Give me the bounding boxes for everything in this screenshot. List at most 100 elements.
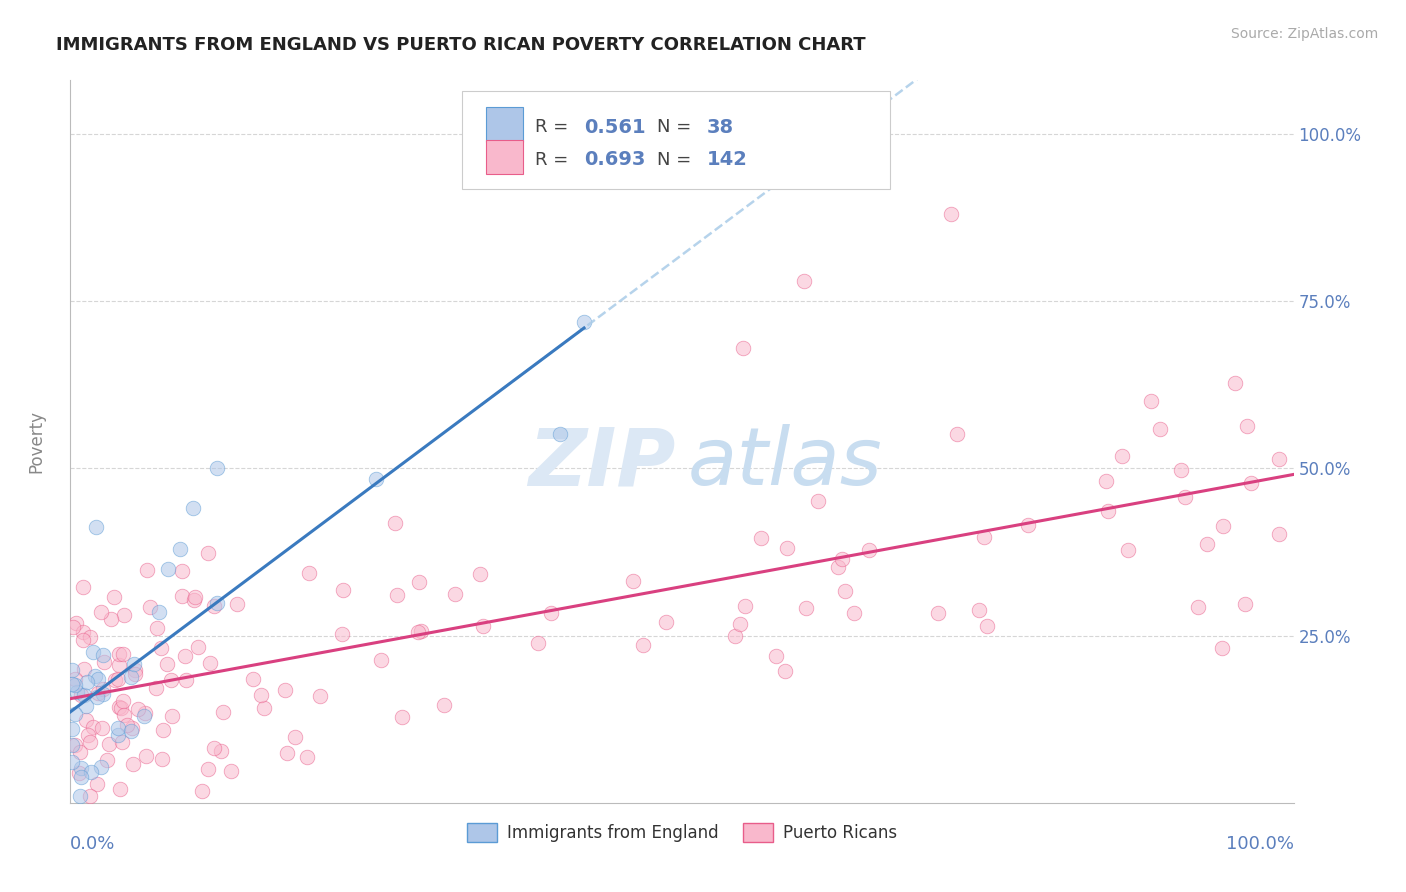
Point bbox=[63, 738, 86, 752]
FancyBboxPatch shape bbox=[461, 91, 890, 189]
Point bbox=[631, 638, 654, 652]
Point bbox=[111, 735, 134, 749]
Point bbox=[1149, 422, 1171, 436]
Point bbox=[1268, 451, 1291, 466]
Point bbox=[73, 688, 96, 702]
Point bbox=[145, 681, 167, 695]
Point bbox=[65, 678, 87, 692]
Point bbox=[90, 760, 112, 774]
Point bbox=[150, 752, 173, 766]
Point bbox=[387, 588, 409, 602]
Point bbox=[152, 723, 174, 738]
Point bbox=[273, 683, 295, 698]
Point bbox=[1170, 463, 1192, 477]
Point bbox=[976, 619, 998, 633]
Point bbox=[190, 784, 212, 798]
Point bbox=[468, 566, 491, 581]
Point bbox=[1111, 449, 1133, 463]
Point bbox=[69, 688, 91, 702]
Point bbox=[90, 721, 112, 735]
Point bbox=[134, 706, 156, 720]
Text: atlas: atlas bbox=[688, 425, 883, 502]
Point bbox=[406, 625, 429, 640]
Point bbox=[127, 702, 149, 716]
Point bbox=[108, 699, 131, 714]
Point bbox=[408, 574, 430, 589]
Point bbox=[91, 687, 114, 701]
Point bbox=[172, 565, 194, 579]
Point bbox=[60, 755, 83, 769]
FancyBboxPatch shape bbox=[486, 107, 523, 142]
Point bbox=[198, 656, 221, 670]
Point bbox=[96, 753, 118, 767]
Point bbox=[62, 738, 84, 752]
Text: 0.693: 0.693 bbox=[583, 150, 645, 169]
Point bbox=[86, 690, 108, 704]
Point bbox=[728, 616, 751, 631]
Text: 0.0%: 0.0% bbox=[70, 835, 115, 854]
Point bbox=[370, 652, 392, 666]
Point bbox=[1236, 419, 1258, 434]
Point bbox=[112, 607, 135, 622]
Point bbox=[176, 673, 198, 687]
Point bbox=[834, 584, 856, 599]
Point bbox=[117, 717, 139, 731]
Point bbox=[111, 647, 134, 661]
Point bbox=[209, 743, 232, 757]
Point bbox=[1097, 504, 1119, 518]
Point bbox=[205, 596, 228, 610]
Legend: Immigrants from England, Puerto Ricans: Immigrants from England, Puerto Ricans bbox=[460, 816, 904, 848]
Point bbox=[82, 720, 104, 734]
Point bbox=[945, 427, 967, 442]
Point bbox=[858, 543, 880, 558]
Point bbox=[121, 756, 143, 771]
Point bbox=[749, 531, 772, 545]
Point bbox=[409, 624, 432, 639]
Point bbox=[1094, 474, 1116, 488]
Point bbox=[1212, 518, 1234, 533]
Point bbox=[205, 461, 228, 475]
Point bbox=[124, 657, 146, 672]
Point bbox=[112, 694, 135, 708]
Point bbox=[1174, 490, 1197, 504]
Point bbox=[276, 746, 298, 760]
Point bbox=[174, 649, 197, 664]
Point bbox=[100, 612, 122, 626]
Text: N =: N = bbox=[658, 119, 697, 136]
Point bbox=[1017, 517, 1039, 532]
Point bbox=[527, 636, 550, 650]
Point bbox=[112, 708, 135, 723]
Point bbox=[91, 648, 114, 662]
Point bbox=[444, 586, 467, 600]
Point bbox=[79, 630, 101, 644]
Point bbox=[967, 603, 990, 617]
Text: Poverty: Poverty bbox=[27, 410, 45, 473]
Point bbox=[67, 765, 90, 780]
Point bbox=[226, 597, 249, 611]
Text: IMMIGRANTS FROM ENGLAND VS PUERTO RICAN POVERTY CORRELATION CHART: IMMIGRANTS FROM ENGLAND VS PUERTO RICAN … bbox=[56, 36, 866, 54]
Point bbox=[132, 709, 155, 723]
Point bbox=[82, 645, 104, 659]
FancyBboxPatch shape bbox=[486, 139, 523, 174]
Point bbox=[75, 698, 97, 713]
Point bbox=[765, 649, 787, 664]
Point bbox=[1116, 543, 1139, 558]
Point bbox=[150, 640, 173, 655]
Point bbox=[202, 741, 225, 756]
Point bbox=[98, 737, 121, 751]
Point bbox=[69, 789, 91, 804]
Point bbox=[108, 647, 131, 661]
Point bbox=[219, 764, 242, 779]
Point bbox=[734, 599, 756, 614]
Point bbox=[298, 566, 321, 580]
Point bbox=[79, 764, 101, 779]
Point bbox=[197, 545, 219, 559]
Point bbox=[86, 685, 108, 699]
Point bbox=[927, 606, 949, 620]
Point bbox=[548, 427, 571, 442]
Point bbox=[72, 633, 94, 648]
Point bbox=[83, 669, 105, 683]
Point bbox=[87, 673, 110, 687]
Point bbox=[184, 590, 207, 604]
Point bbox=[1268, 527, 1291, 541]
